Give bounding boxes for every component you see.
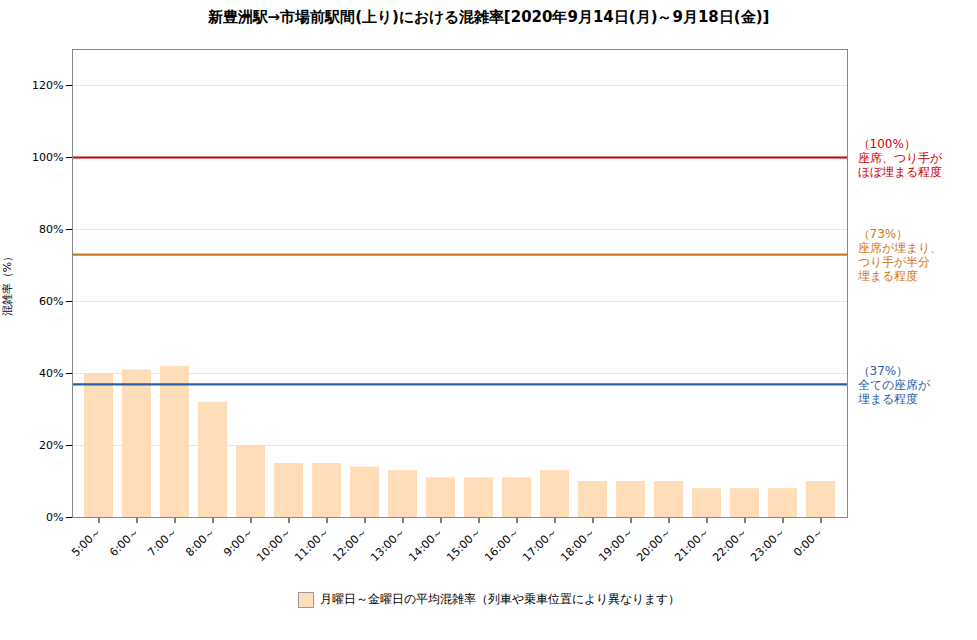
svg-text:（73%）座席が埋まり、つり手が半分埋まる程度: （73%）座席が埋まり、つり手が半分埋まる程度 bbox=[857, 227, 942, 282]
svg-text:混雑率（%）: 混雑率（%） bbox=[1, 251, 14, 316]
svg-text:11:00～: 11:00～ bbox=[292, 525, 331, 564]
svg-text:10:00～: 10:00～ bbox=[254, 525, 293, 564]
svg-text:16:00～: 16:00～ bbox=[482, 525, 521, 564]
svg-text:13:00～: 13:00～ bbox=[368, 525, 407, 564]
svg-text:21:00～: 21:00～ bbox=[672, 525, 711, 564]
html-text:月曜日～金曜日の平均混雑率（列車や乗車位置により異なります）: 月曜日～金曜日の平均混雑率（列車や乗車位置により異なります） bbox=[319, 592, 680, 606]
svg-text:20%: 20% bbox=[39, 439, 63, 452]
svg-text:7:00～: 7:00～ bbox=[145, 525, 179, 559]
svg-text:0:00～: 0:00～ bbox=[791, 525, 825, 559]
svg-text:60%: 60% bbox=[39, 295, 63, 308]
svg-text:80%: 80% bbox=[39, 223, 63, 236]
svg-text:120%: 120% bbox=[32, 79, 63, 92]
svg-text:9:00～: 9:00～ bbox=[221, 525, 255, 559]
svg-text:19:00～: 19:00～ bbox=[596, 525, 635, 564]
svg-text:14:00～: 14:00～ bbox=[406, 525, 445, 564]
svg-text:0%: 0% bbox=[46, 511, 63, 524]
svg-text:17:00～: 17:00～ bbox=[520, 525, 559, 564]
svg-text:（100%）座席、つり手がほぼ埋まる程度: （100%）座席、つり手がほぼ埋まる程度 bbox=[858, 137, 943, 179]
svg-text:5:00～: 5:00～ bbox=[69, 525, 103, 559]
svg-text:20:00～: 20:00～ bbox=[634, 525, 673, 564]
svg-text:18:00～: 18:00～ bbox=[558, 525, 597, 564]
html-text:新豊洲駅→市場前駅間(上り)における混雑率[2020年9月1: 新豊洲駅→市場前駅間(上り)における混雑率[2020年9月14日(月)～9月18… bbox=[207, 8, 770, 26]
svg-text:15:00～: 15:00～ bbox=[444, 525, 483, 564]
svg-text:100%: 100% bbox=[32, 151, 63, 164]
svg-text:22:00～: 22:00～ bbox=[710, 525, 749, 564]
svg-text:8:00～: 8:00～ bbox=[183, 525, 217, 559]
svg-text:40%: 40% bbox=[39, 367, 63, 380]
svg-text:12:00～: 12:00～ bbox=[330, 525, 369, 564]
svg-text:6:00～: 6:00～ bbox=[107, 525, 141, 559]
svg-text:23:00～: 23:00～ bbox=[748, 525, 787, 564]
svg-text:（37%）全ての座席が埋まる程度: （37%）全ての座席が埋まる程度 bbox=[857, 364, 931, 406]
